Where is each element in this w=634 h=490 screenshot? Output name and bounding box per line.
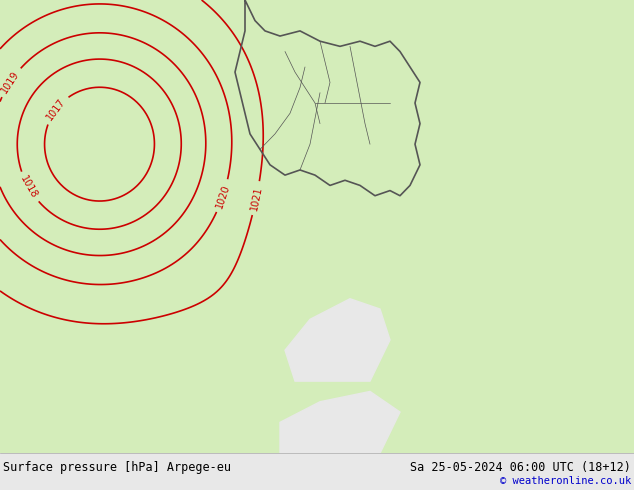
Text: © weatheronline.co.uk: © weatheronline.co.uk	[500, 476, 631, 486]
Text: Surface pressure [hPa] Arpege-eu: Surface pressure [hPa] Arpege-eu	[3, 462, 231, 474]
Polygon shape	[0, 0, 634, 453]
Text: Sa 25-05-2024 06:00 UTC (18+12): Sa 25-05-2024 06:00 UTC (18+12)	[410, 462, 631, 474]
Text: 1020: 1020	[214, 183, 231, 209]
Polygon shape	[285, 299, 390, 381]
Text: 1017: 1017	[45, 97, 68, 122]
Text: 1018: 1018	[18, 174, 39, 200]
Polygon shape	[280, 392, 400, 453]
Text: 1021: 1021	[249, 185, 264, 211]
Text: 1019: 1019	[0, 69, 21, 95]
